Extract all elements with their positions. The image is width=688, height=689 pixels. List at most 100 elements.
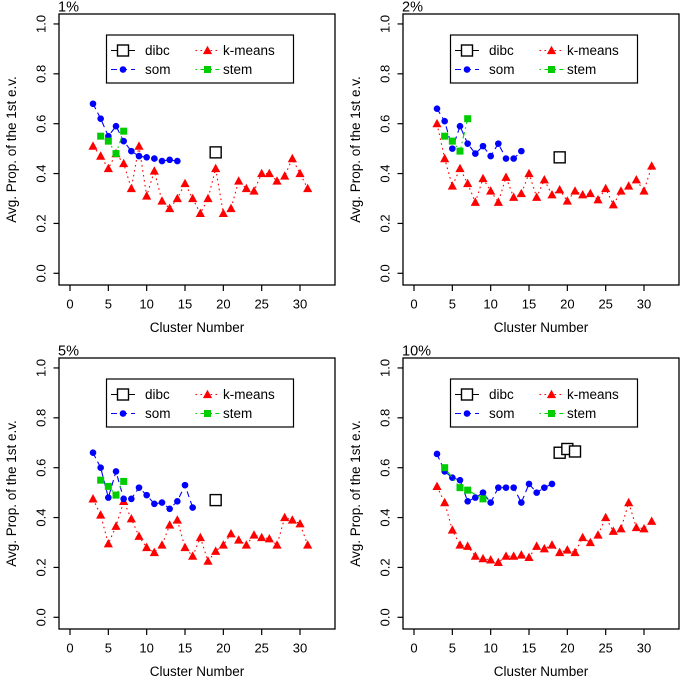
point-som (112, 468, 120, 475)
series-stem (97, 476, 128, 499)
point-som (158, 499, 166, 506)
point-som (128, 147, 135, 155)
point-k-means (272, 540, 282, 549)
point-stem (479, 495, 487, 503)
point-som (472, 494, 479, 501)
point-k-means (532, 541, 542, 550)
point-k-means (280, 512, 290, 522)
point-k-means (432, 481, 442, 490)
series-line-stem (100, 479, 125, 497)
series-k-means (432, 481, 657, 567)
series-som (433, 105, 525, 162)
point-k-means (578, 532, 588, 542)
y-tick-label: 0.8 (378, 65, 393, 83)
point-som (472, 150, 479, 157)
point-som (464, 498, 471, 505)
x-tick-label: 10 (483, 641, 497, 656)
point-k-means (509, 192, 519, 201)
point-k-means (432, 118, 442, 128)
point-k-means (486, 186, 496, 195)
point-k-means (631, 174, 641, 184)
point-k-means (234, 535, 244, 544)
point-stem (112, 150, 120, 158)
legend-box (105, 34, 295, 84)
series-dibc (553, 442, 582, 459)
point-k-means (608, 526, 618, 535)
x-tick-label: 30 (293, 297, 307, 312)
point-k-means (149, 166, 159, 175)
legend-marker-k-means (546, 389, 557, 399)
point-stem (464, 115, 472, 123)
point-k-means (226, 203, 236, 213)
point-dibc (568, 445, 582, 458)
legend-marker-dibc (116, 44, 130, 57)
point-k-means (195, 208, 205, 218)
point-som (120, 495, 127, 503)
series-stem (441, 464, 487, 503)
point-som (541, 484, 548, 491)
y-tick-label: 0.8 (34, 409, 49, 427)
point-som (518, 499, 525, 506)
legend-label-som: som (145, 62, 171, 77)
x-tick-label: 20 (560, 641, 574, 656)
point-k-means (455, 163, 465, 173)
legend-label-k-means: k-means (223, 43, 275, 58)
series-dibc (209, 146, 222, 159)
point-k-means (188, 551, 198, 560)
point-k-means (165, 520, 175, 529)
x-tick-label: 10 (483, 297, 497, 312)
point-k-means (126, 514, 136, 523)
legend-marker-stem (548, 66, 555, 73)
point-som (112, 122, 120, 130)
series-k-means (88, 494, 313, 565)
y-tick-label: 0.6 (378, 115, 393, 133)
y-tick-label: 1.0 (378, 15, 393, 33)
y-tick-label: 0.4 (34, 509, 49, 527)
point-k-means (111, 521, 121, 530)
point-k-means (570, 186, 580, 195)
x-tick-label: 25 (254, 297, 268, 312)
point-k-means (134, 141, 144, 150)
legend-label-k-means: k-means (567, 387, 619, 402)
point-k-means (478, 553, 488, 563)
y-tick-label: 0.4 (378, 509, 393, 527)
legend: dibc som k-means stem (449, 34, 639, 84)
y-tick-label: 0.4 (378, 165, 393, 183)
panel-title: 10% (402, 344, 431, 360)
point-k-means (249, 530, 259, 539)
point-som (510, 484, 517, 491)
x-tick-label: 30 (293, 641, 307, 656)
point-k-means (234, 176, 244, 185)
point-k-means (142, 191, 152, 200)
x-axis-title: Cluster Number (494, 320, 589, 335)
x-tick-label: 5 (449, 641, 456, 656)
x-axis: 0 5 10 15 20 25 30 Cluster Number (410, 629, 651, 679)
point-k-means (601, 512, 611, 522)
legend-box (449, 34, 639, 84)
point-k-means (524, 168, 534, 178)
series-stem (97, 127, 128, 158)
x-axis: 0 5 10 15 20 25 30 Cluster Number (66, 285, 307, 335)
legend: dibc som k-means stem (105, 378, 295, 428)
point-stem (104, 137, 112, 145)
point-som (518, 147, 525, 155)
point-som (525, 480, 533, 488)
legend-label-k-means: k-means (567, 43, 619, 58)
point-k-means (562, 196, 572, 205)
y-axis: 0.0 0.2 0.4 0.6 0.8 1.0 Avg. Prop. of the 1st … (4, 359, 59, 626)
legend-marker-som (463, 410, 471, 417)
point-som (143, 154, 150, 161)
legend-label-som: som (145, 406, 171, 421)
panel-title: 2% (402, 0, 423, 16)
point-stem (112, 491, 120, 499)
point-k-means (303, 540, 313, 549)
panel-5pct: 5% 0 5 10 15 20 25 30 Cluster Number 0.0 0.2 0.4 0.6… (0, 344, 344, 689)
point-k-means (493, 557, 503, 567)
point-k-means (257, 532, 267, 542)
y-tick-label: 0.0 (378, 264, 393, 282)
point-k-means (639, 523, 649, 533)
point-dibc (209, 493, 222, 507)
legend-marker-stem (204, 66, 211, 73)
point-k-means (539, 174, 549, 184)
legend-marker-stem (204, 410, 211, 417)
